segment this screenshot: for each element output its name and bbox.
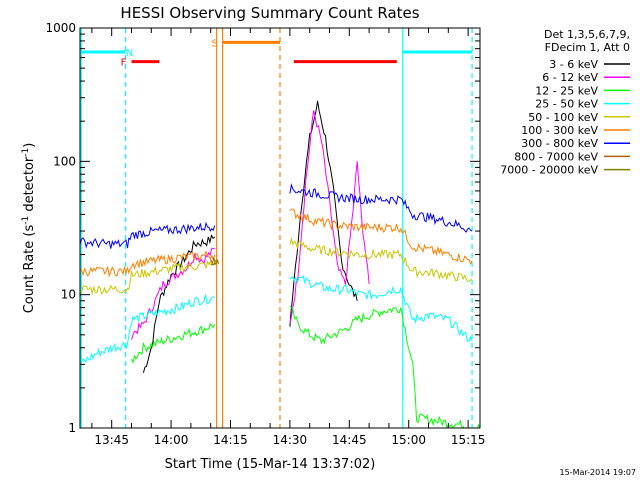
x-axis-label: Start Time (15-Mar-14 13:37:02): [165, 457, 376, 472]
y-label-sup1: -1: [21, 216, 31, 225]
y-label-end: ): [22, 143, 37, 148]
series-line-4: [80, 237, 473, 296]
legend-label: 25 - 50 keV: [535, 98, 598, 111]
legend-label: 100 - 300 keV: [521, 124, 598, 137]
flag-label-1: N: [126, 48, 133, 59]
plot-area: [80, 28, 480, 428]
series-line-8: [210, 258, 220, 266]
legend-label: 50 - 100 keV: [528, 111, 598, 124]
x-tick-label: 13:45: [94, 433, 129, 447]
y-tick-label: 100: [53, 154, 76, 168]
series-line-5: [80, 208, 473, 278]
y-axis-label: Count Rate (s-1 detector-1): [21, 143, 37, 314]
x-tick-label: 14:00: [154, 433, 189, 447]
y-label-main: Count Rate (s: [22, 225, 37, 314]
y-tick-label: 10: [61, 288, 76, 302]
series-line-0: [142, 100, 358, 373]
legend-label: 3 - 6 keV: [549, 58, 598, 71]
legend-header: FDecim 1, Att 0: [545, 41, 630, 54]
flag-label-3: S: [211, 38, 217, 49]
x-tick-label: 14:30: [273, 433, 308, 447]
plot-frame: [79, 27, 481, 429]
x-tick-label: 14:45: [332, 433, 367, 447]
legend: Det 1,3,5,6,7,9,FDecim 1, Att 0 3 - 6 keV…: [500, 28, 630, 177]
y-label-sup2: -1: [21, 148, 31, 157]
x-tick-label: 14:15: [213, 433, 248, 447]
series-line-6: [80, 183, 473, 249]
series-line-1: [131, 110, 370, 340]
legend-label: 800 - 7000 keV: [514, 150, 598, 163]
chart-title: HESSI Observing Summary Count Rates: [120, 4, 419, 22]
plot-timestamp: 15-Mar-2014 19:07: [560, 468, 637, 477]
axes: NF S 13:45 14:00 14:15 14:30 14:45 15:00 15:15 1 1…: [45, 21, 485, 447]
x-tick-label: 15:15: [451, 433, 486, 447]
legend-label: 300 - 800 keV: [521, 137, 598, 150]
legend-label: 6 - 12 keV: [542, 71, 598, 84]
flag-label-2: F: [121, 58, 127, 69]
y-label-mid: detector: [22, 156, 37, 216]
legend-header: Det 1,3,5,6,7,9,: [544, 28, 630, 41]
x-tick-label: 15:00: [391, 433, 426, 447]
y-tick-label: 1: [68, 421, 76, 435]
series-line-3: [80, 274, 473, 366]
series-line-7: [210, 256, 219, 266]
series-line-2: [131, 305, 480, 428]
y-tick-label: 1000: [45, 21, 76, 35]
legend-label: 7000 - 20000 keV: [500, 164, 598, 177]
legend-label: 12 - 25 keV: [535, 84, 598, 97]
